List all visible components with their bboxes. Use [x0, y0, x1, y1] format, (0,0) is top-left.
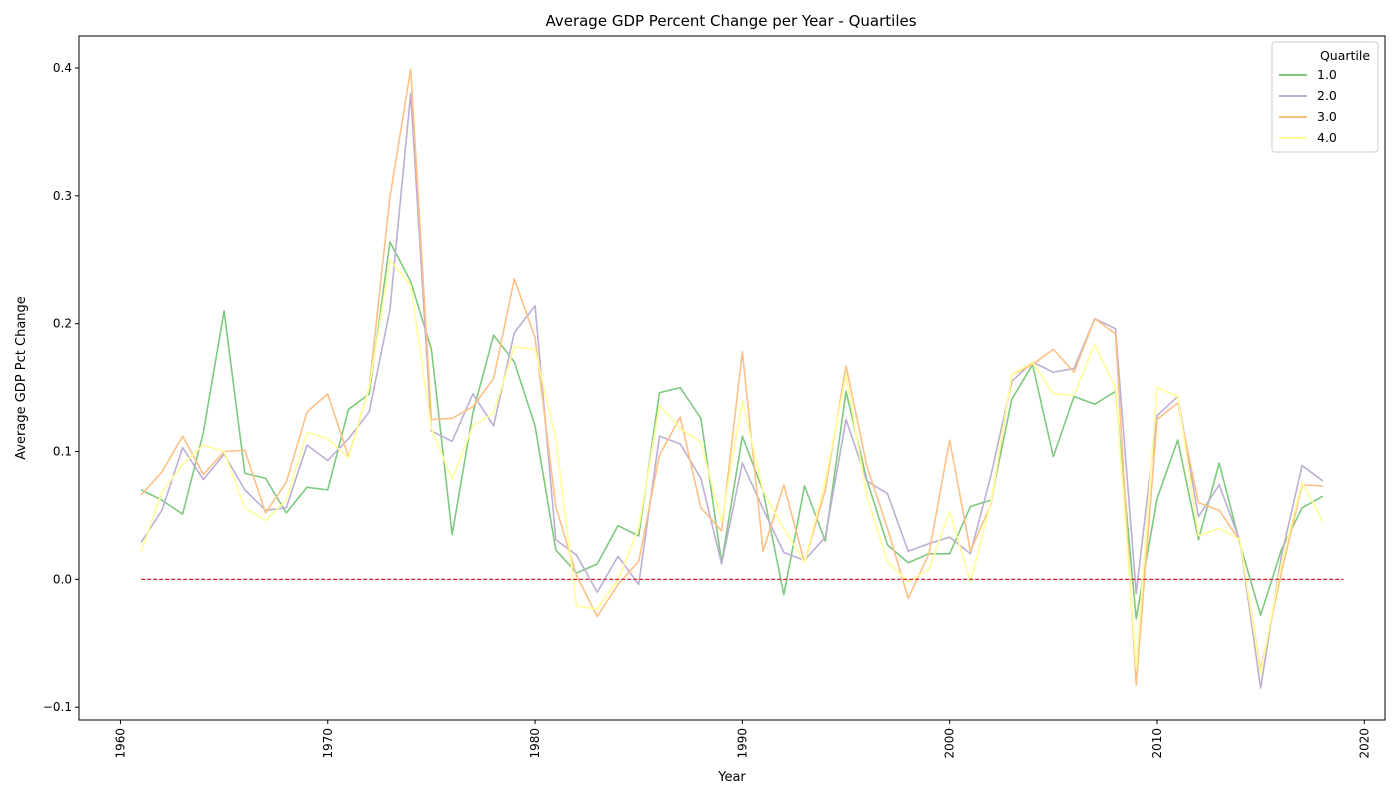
legend: Quartile 1.0 2.0 3.0 4.0	[1271, 41, 1379, 153]
y-tick-label: 0.3	[53, 189, 72, 203]
plot-area-frame	[78, 35, 1386, 721]
y-tick-label: 0.4	[53, 61, 72, 75]
x-axis-ticks: 1960 1970 1980 1990 2000 2010 2020	[113, 720, 1371, 759]
x-tick-label: 2000	[943, 728, 957, 759]
legend-label: 3.0	[1317, 109, 1337, 124]
x-tick-label: 2020	[1357, 728, 1371, 759]
legend-box	[1271, 41, 1379, 153]
legend-label: 2.0	[1317, 88, 1337, 103]
series-line-3.0	[140, 68, 1323, 687]
y-tick-label: 0.1	[53, 445, 72, 459]
legend-label: 4.0	[1317, 130, 1337, 145]
legend-item-2.0: 2.0	[1279, 88, 1337, 103]
y-tick-label: −0.1	[43, 700, 72, 714]
y-axis-ticks: −0.1 0.0 0.1 0.2 0.3 0.4	[43, 61, 79, 714]
x-axis-title: Year	[717, 770, 746, 785]
legend-item-1.0: 1.0	[1279, 67, 1337, 82]
series-4.0	[140, 258, 1324, 675]
series-layer	[140, 68, 1324, 689]
y-tick-label: 0.0	[53, 572, 72, 586]
y-tick-label: 0.2	[53, 317, 72, 331]
chart-title: Average GDP Percent Change per Year - Qu…	[545, 12, 916, 30]
series-2.0	[140, 92, 1324, 689]
legend-item-3.0: 3.0	[1279, 109, 1337, 124]
series-3.0	[140, 68, 1323, 687]
x-tick-label: 1960	[113, 728, 127, 759]
series-line-4.0	[140, 258, 1324, 675]
legend-item-4.0: 4.0	[1279, 130, 1337, 145]
y-axis-title: Average GDP Pct Change	[14, 296, 29, 460]
legend-items: 1.0 2.0 3.0 4.0	[1279, 67, 1337, 145]
legend-label: 1.0	[1317, 67, 1337, 82]
legend-title: Quartile	[1320, 48, 1370, 63]
series-line-2.0	[140, 92, 1324, 689]
x-tick-label: 1990	[735, 728, 749, 759]
x-tick-label: 2010	[1150, 728, 1164, 759]
x-tick-label: 1980	[528, 728, 542, 759]
x-tick-label: 1970	[321, 728, 335, 759]
